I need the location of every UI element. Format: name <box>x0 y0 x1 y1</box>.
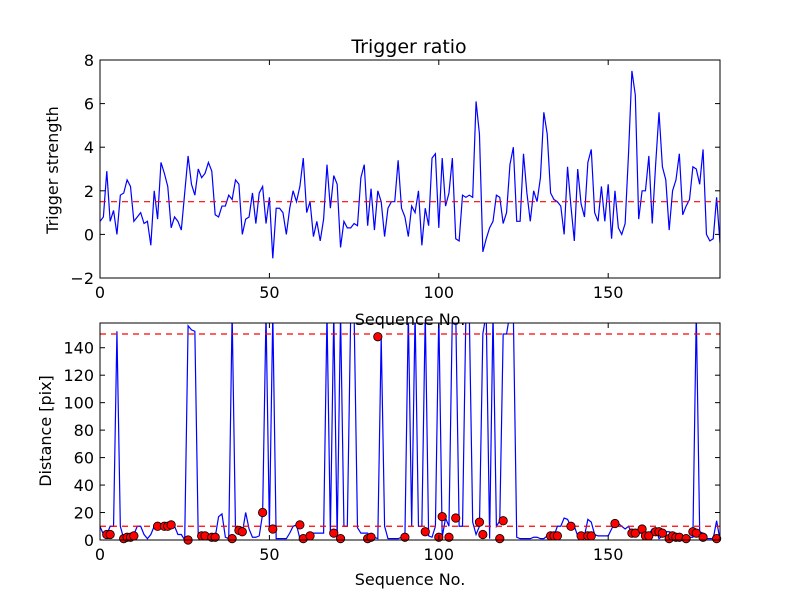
bottom-data-point <box>437 512 447 522</box>
bottom-subplot: Sequence No. Distance [pix] 0 50 100 150 0 20… <box>36 322 722 589</box>
bottom-data-point <box>329 528 339 538</box>
bottom-axes-frame <box>99 322 721 541</box>
bottom-data-point <box>610 518 620 529</box>
bottom-data-point <box>166 520 176 530</box>
bottom-y-tick-label: 120 <box>63 366 94 385</box>
top-y-tick-label: 2 <box>84 182 94 201</box>
bottom-data-point <box>366 532 376 542</box>
bottom-y-tick-label: 40 <box>74 476 94 495</box>
bottom-y-axis-label: Distance [pix] <box>36 375 55 487</box>
bottom-data-point <box>237 527 247 537</box>
bottom-data-point <box>258 507 268 518</box>
bottom-data-point <box>305 531 315 541</box>
top-series-line <box>100 70 720 259</box>
bottom-y-tick-label: 60 <box>74 449 94 468</box>
top-subplot: Trigger ratio Sequence No. Trigger stren… <box>43 36 721 329</box>
bottom-data-point <box>400 532 410 542</box>
top-y-tick-label: −2 <box>70 269 94 288</box>
bottom-x-tick-label: 150 <box>593 545 624 564</box>
bottom-data-point <box>712 534 722 544</box>
bottom-data-point <box>129 531 139 541</box>
bottom-data-point <box>444 532 454 542</box>
bottom-y-tick-label: 140 <box>63 339 94 358</box>
top-x-tick-label: 0 <box>95 283 105 302</box>
bottom-data-point <box>373 332 383 342</box>
bottom-data-point <box>566 521 576 531</box>
bottom-data-point <box>681 534 691 544</box>
bottom-data-point <box>474 517 485 527</box>
bottom-data-point <box>495 534 505 544</box>
top-y-tick-label: 8 <box>84 51 94 70</box>
top-x-tick-label: 100 <box>424 283 455 302</box>
bottom-data-point <box>227 534 237 544</box>
top-y-tick-label: 6 <box>84 95 94 114</box>
bottom-data-point <box>478 529 488 540</box>
bottom-data-point <box>698 532 708 542</box>
bottom-data-point <box>105 529 115 540</box>
bottom-x-tick-label: 100 <box>424 545 455 564</box>
bottom-data-point <box>657 528 668 538</box>
top-axes-frame <box>99 59 721 279</box>
bottom-data-point <box>586 531 596 541</box>
top-y-tick-label: 4 <box>84 138 94 157</box>
bottom-data-point <box>451 513 461 523</box>
bottom-y-tick-label: 20 <box>74 504 94 523</box>
bottom-y-tick-label: 100 <box>63 394 94 413</box>
bottom-y-tick-label: 80 <box>74 421 94 440</box>
top-y-tick-label: 0 <box>84 225 94 244</box>
bottom-data-point <box>420 527 430 537</box>
top-x-axis-label: Sequence No. <box>355 310 466 329</box>
bottom-data-point <box>498 516 508 526</box>
bottom-x-tick-label: 50 <box>259 545 279 564</box>
bottom-y-tick-label: 0 <box>84 531 94 550</box>
bottom-data-point <box>630 528 640 538</box>
bottom-data-point <box>335 534 346 544</box>
top-x-tick-label: 50 <box>259 283 279 302</box>
top-plot-area <box>100 70 720 259</box>
bottom-data-point <box>552 531 562 541</box>
top-y-axis-label: Trigger strength <box>43 106 62 235</box>
bottom-x-axis-label: Sequence No. <box>355 570 466 589</box>
bottom-data-point <box>295 520 305 530</box>
bottom-x-tick-label: 0 <box>95 545 105 564</box>
top-x-tick-label: 150 <box>593 283 624 302</box>
bottom-data-point <box>268 524 278 534</box>
bottom-data-point <box>691 528 701 538</box>
bottom-data-point <box>210 532 220 542</box>
top-chart-title: Trigger ratio <box>350 36 466 58</box>
